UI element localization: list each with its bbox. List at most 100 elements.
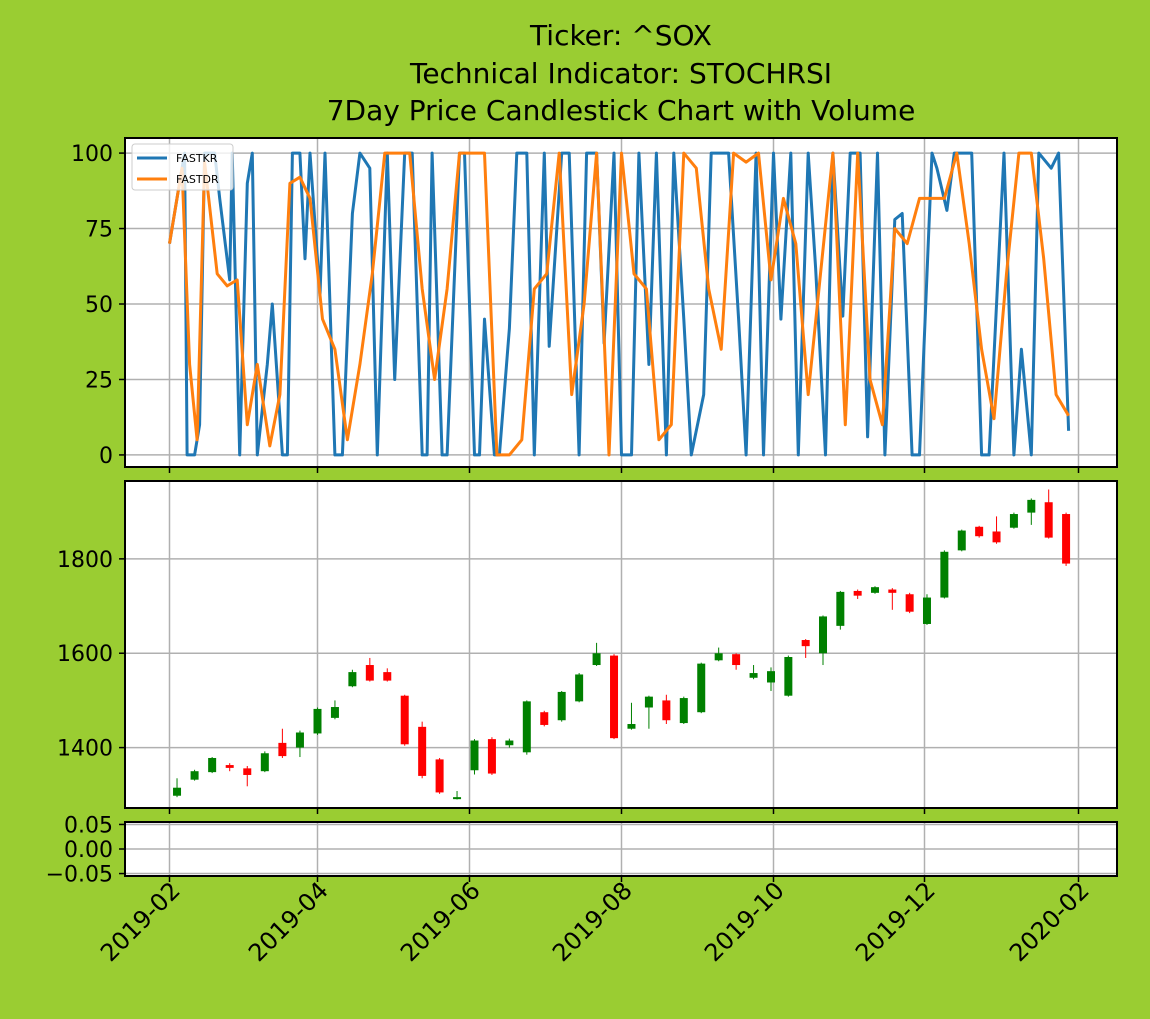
candle (173, 778, 182, 798)
candle (208, 757, 217, 774)
candle (905, 592, 914, 614)
candle (922, 594, 931, 625)
candle (1027, 498, 1036, 525)
candle-body (749, 673, 758, 678)
candle (732, 653, 741, 670)
candle (940, 550, 949, 599)
candle (575, 673, 584, 703)
candle-body (714, 653, 723, 661)
candle (505, 738, 514, 748)
candle (557, 690, 566, 722)
xtick-label: 2019-08 (547, 876, 638, 967)
candle (714, 647, 723, 662)
candle (836, 590, 845, 630)
candle-body (767, 671, 776, 683)
title-line-3: 7Day Price Candlestick Chart with Volume (327, 94, 916, 127)
volume-ytick-label: −0.05 (46, 863, 113, 888)
candle-body (801, 640, 810, 647)
candle (435, 757, 444, 794)
candle-body (225, 765, 234, 768)
candle-body (505, 740, 514, 746)
figure-title: Ticker: ^SOX Technical Indicator: STOCHR… (327, 19, 916, 127)
candle (365, 657, 374, 682)
candle (278, 728, 287, 758)
candle (330, 700, 339, 720)
candle (295, 730, 304, 758)
candle-body (819, 616, 828, 654)
stochrsi-ytick-label: 50 (85, 293, 113, 318)
candle-body (278, 742, 287, 757)
candle (260, 751, 269, 773)
candle-body (295, 732, 304, 748)
stochrsi-ytick-label: 100 (71, 142, 113, 167)
candle-body (208, 757, 217, 773)
candle (540, 710, 549, 727)
candle-body (348, 672, 357, 687)
volume-frame (124, 821, 1118, 877)
candle (522, 700, 531, 755)
candle (1009, 512, 1018, 529)
candle-body (383, 672, 392, 681)
candle (888, 588, 897, 610)
candle-body (992, 531, 1001, 543)
volume-panel: 0.050.00−0.05 (46, 813, 1118, 888)
candle (313, 707, 322, 735)
candle-body (400, 695, 409, 745)
xtick-label: 2019-06 (395, 876, 486, 967)
candle-body (190, 771, 199, 780)
candle-body (662, 700, 671, 721)
stochrsi-ytick-label: 0 (99, 444, 113, 469)
candle-body (732, 654, 741, 666)
candle-body (610, 655, 619, 739)
price-frame (124, 480, 1118, 809)
candle (853, 589, 862, 599)
candle-body (418, 726, 427, 776)
candle-body (940, 551, 949, 598)
candle-body (1027, 499, 1036, 513)
price-ytick-label: 1600 (57, 642, 113, 667)
candle-body (679, 698, 688, 724)
candle-body (522, 701, 531, 753)
candle (1062, 512, 1071, 566)
candle-body (870, 587, 879, 593)
candle-body (470, 740, 479, 771)
volume-ytick-label: 0.05 (64, 813, 113, 838)
candle-body (784, 657, 793, 696)
candle-body (888, 589, 897, 593)
candle (957, 529, 966, 552)
series-fastdr-line (168, 151, 1070, 457)
price-ytick-label: 1400 (57, 737, 113, 762)
candle-body (975, 526, 984, 537)
candle (662, 694, 671, 725)
candle (400, 694, 409, 746)
candle-body (365, 665, 374, 681)
candle-body (644, 696, 653, 708)
candle-body (697, 663, 706, 713)
candle-body (957, 530, 966, 551)
candle (592, 642, 601, 666)
xtick-label: 2019-12 (850, 876, 941, 967)
title-line-2: Technical Indicator: STOCHRSI (409, 57, 832, 90)
candle-body (1062, 514, 1071, 564)
candle-body (905, 594, 914, 612)
stochrsi-ytick-label: 25 (85, 368, 113, 393)
candle (627, 702, 636, 730)
candle (383, 668, 392, 682)
candle (819, 615, 828, 666)
candle-body (435, 759, 444, 793)
price-ytick-label: 1800 (57, 548, 113, 573)
candle (697, 662, 706, 714)
series-fastkr-line (168, 151, 1071, 457)
xtick-label: 2019-10 (699, 876, 790, 967)
candle (1044, 489, 1053, 539)
candle-body (853, 590, 862, 596)
title-line-1: Ticker: ^SOX (529, 19, 712, 52)
candle-body (575, 674, 584, 702)
candle-body (173, 787, 182, 796)
stochrsi-frame (124, 137, 1118, 468)
candle-body (260, 753, 269, 772)
candle (453, 791, 462, 800)
xtick-label: 2019-02 (95, 876, 186, 967)
stochrsi-panel: 0 25 50 75 100 FASTKR FASTDR (71, 137, 1118, 473)
